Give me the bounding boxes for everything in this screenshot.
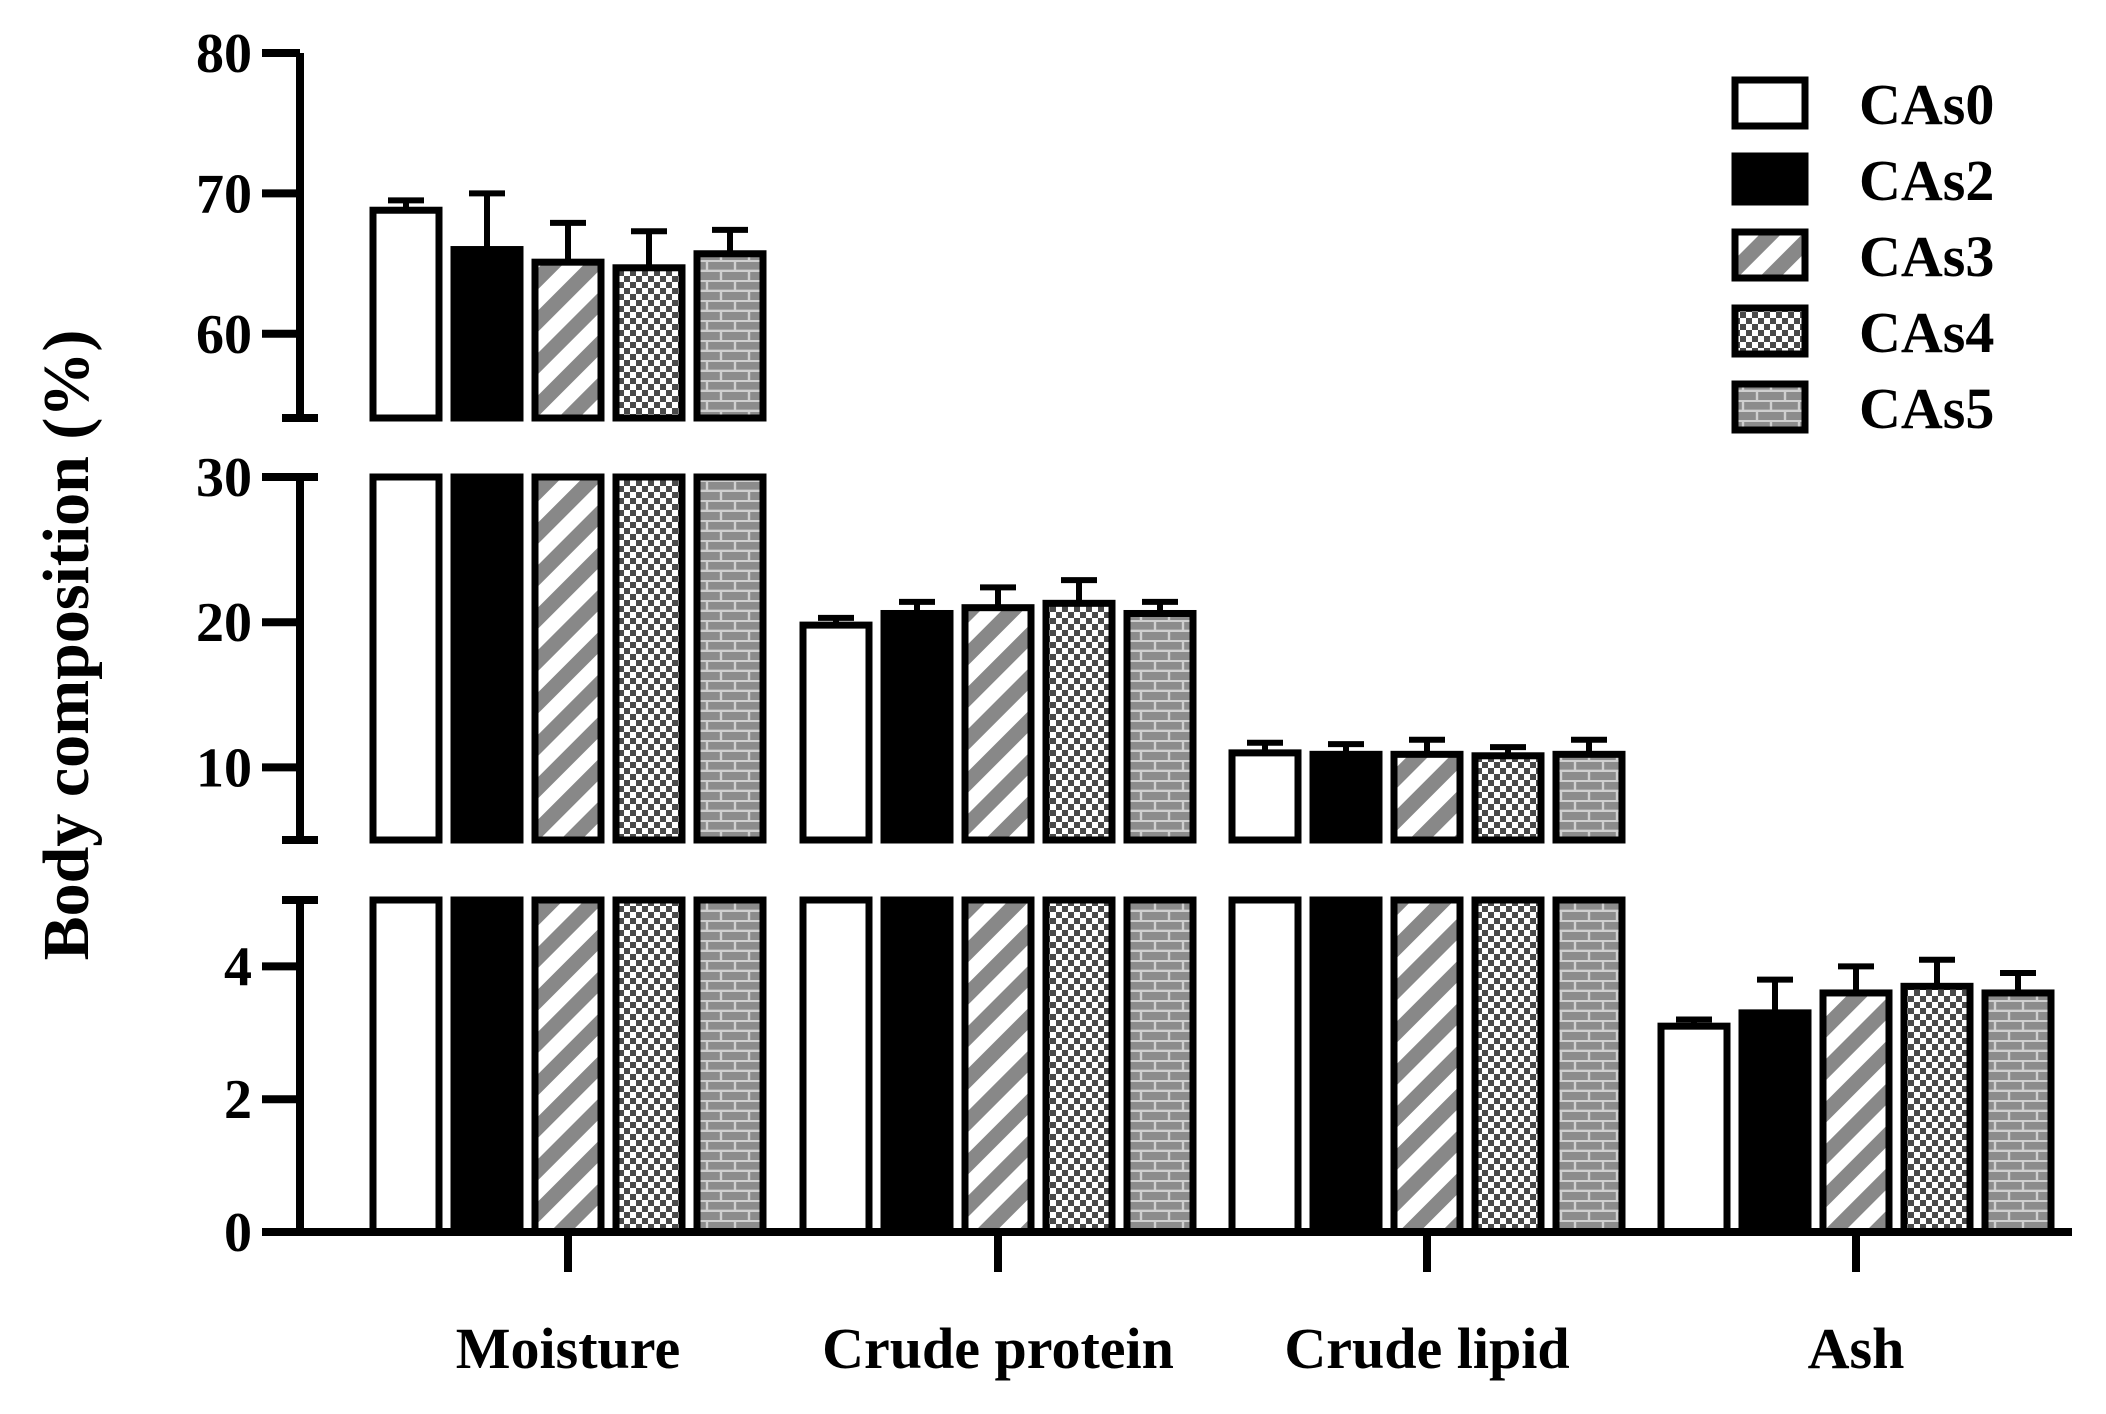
error-bar-cas4-crude-lipid (1490, 744, 1526, 756)
legend-swatch-cas4 (1731, 304, 1809, 358)
bar-cas0-crude-protein (799, 621, 873, 844)
bar-cas2-crude-protein-segment-0 (880, 896, 954, 1236)
error-bar-cas5-moisture (712, 226, 748, 254)
bar-cas5-ash (1981, 989, 2055, 1236)
bar-cas4-crude-lipid-segment-0 (1471, 896, 1545, 1236)
error-bar-cas4-moisture (631, 228, 667, 268)
error-bar-cas5-ash (2000, 970, 2036, 993)
legend-label-cas3: CAs3 (1859, 224, 1994, 289)
y-tick-label-2: 2 (224, 1069, 252, 1131)
bar-cas3-crude-lipid-segment-0 (1390, 896, 1464, 1236)
bar-cas3-crude-protein-segment-0 (961, 896, 1035, 1236)
error-bar-cas2-ash (1757, 976, 1793, 1013)
bar-cas5-crude-protein (1123, 609, 1197, 844)
bar-cas5-moisture-segment-0 (693, 896, 767, 1236)
bar-cas2-crude-lipid-segment-0 (1309, 896, 1383, 1236)
bar-cas2-crude-protein (880, 609, 954, 844)
bar-cas4-crude-protein (1042, 599, 1116, 844)
bar-cas2-moisture-segment-1 (450, 473, 524, 844)
y-tick-label-30: 30 (196, 447, 252, 509)
bar-cas2-moisture-segment-0 (450, 896, 524, 1236)
legend-label-cas5: CAs5 (1859, 376, 1994, 441)
error-bar-cas3-crude-lipid (1409, 736, 1445, 755)
legend: CAs0 CAs2 CAs3 CAs4 CAs5 (1731, 72, 1994, 441)
legend-label-cas2: CAs2 (1859, 148, 1994, 213)
bar-cas0-moisture (369, 206, 443, 422)
error-bar-cas3-ash (1838, 963, 1874, 993)
bar-cas3-moisture-segment-0 (531, 896, 605, 1236)
legend-item-cas5: CAs5 (1731, 376, 1994, 441)
tick-labels-layer: 0 2 4 10 20 30 60 70 80 (196, 23, 252, 1264)
bar-cas3-moisture (531, 258, 605, 422)
bar-cas2-ash (1738, 1009, 1812, 1236)
error-bar-cas5-crude-protein (1142, 598, 1178, 614)
bar-cas5-moisture (693, 250, 767, 422)
category-label-crude-protein: Crude protein (822, 1316, 1174, 1381)
category-label-crude-lipid: Crude lipid (1284, 1316, 1569, 1381)
y-tick-label-60: 60 (196, 304, 252, 366)
bar-cas4-moisture (612, 264, 686, 422)
bar-cas4-crude-lipid (1471, 752, 1545, 844)
y-axis-label: Body composition (%) (30, 330, 103, 961)
bar-cas0-ash (1657, 1022, 1731, 1236)
legend-swatch-cas0 (1731, 76, 1809, 130)
axes-layer (262, 49, 2072, 1272)
legend-label-cas0: CAs0 (1859, 72, 1994, 137)
bar-cas0-moisture-segment-0 (369, 896, 443, 1236)
bar-cas4-ash (1900, 982, 1974, 1236)
bar-cas4-crude-protein-segment-0 (1042, 896, 1116, 1236)
y-tick-label-0: 0 (224, 1202, 252, 1264)
bars-layer (369, 206, 2055, 1236)
bar-cas0-crude-lipid (1228, 749, 1302, 844)
bar-cas0-moisture-segment-1 (369, 473, 443, 844)
error-bar-cas3-crude-protein (980, 584, 1016, 608)
bar-cas3-crude-protein (961, 604, 1035, 844)
category-labels-layer: Moisture Crude protein Crude lipid Ash (456, 1316, 1905, 1381)
error-bar-cas5-crude-lipid (1571, 736, 1607, 755)
category-label-moisture: Moisture (456, 1316, 680, 1381)
error-bar-cas0-moisture (388, 197, 424, 211)
legend-label-cas4: CAs4 (1859, 300, 1994, 365)
legend-swatch-cas5 (1731, 380, 1809, 434)
bar-cas3-ash (1819, 989, 1893, 1236)
y-tick-label-70: 70 (196, 163, 252, 225)
bar-cas3-moisture-segment-1 (531, 473, 605, 844)
bar-cas3-crude-lipid (1390, 750, 1464, 844)
error-bar-cas2-crude-protein (899, 598, 935, 614)
bar-cas0-crude-protein-segment-0 (799, 896, 873, 1236)
bar-cas5-crude-lipid (1552, 750, 1626, 844)
legend-item-cas3: CAs3 (1731, 224, 1994, 289)
bar-cas0-crude-lipid-segment-0 (1228, 896, 1302, 1236)
legend-swatch-cas2 (1731, 152, 1809, 206)
bar-cas2-crude-lipid (1309, 750, 1383, 844)
bar-cas5-crude-protein-segment-0 (1123, 896, 1197, 1236)
error-bar-cas0-crude-protein (818, 614, 854, 626)
bar-cas5-moisture-segment-1 (693, 473, 767, 844)
legend-item-cas4: CAs4 (1731, 300, 1994, 365)
y-tick-label-20: 20 (196, 592, 252, 654)
error-bar-cas4-ash (1919, 956, 1955, 987)
category-label-ash: Ash (1808, 1316, 1905, 1381)
legend-item-cas2: CAs2 (1731, 148, 1994, 213)
y-tick-label-80: 80 (196, 23, 252, 85)
legend-item-cas0: CAs0 (1731, 72, 1994, 137)
legend-swatch-cas3 (1731, 228, 1809, 282)
y-tick-label-10: 10 (196, 737, 252, 799)
error-bar-cas2-moisture (469, 190, 505, 250)
error-bar-cas0-crude-lipid (1247, 739, 1283, 753)
error-bar-cas0-ash (1676, 1016, 1712, 1027)
bar-cas5-crude-lipid-segment-0 (1552, 896, 1626, 1236)
error-bar-cas4-crude-protein (1061, 577, 1097, 604)
error-bars-layer (388, 190, 2036, 1027)
error-bar-cas2-crude-lipid (1328, 741, 1364, 755)
bar-cas4-moisture-segment-1 (612, 473, 686, 844)
bar-cas2-moisture (450, 246, 524, 422)
bar-cas4-moisture-segment-0 (612, 896, 686, 1236)
error-bar-cas3-moisture (550, 219, 586, 263)
y-tick-label-4: 4 (224, 936, 252, 998)
